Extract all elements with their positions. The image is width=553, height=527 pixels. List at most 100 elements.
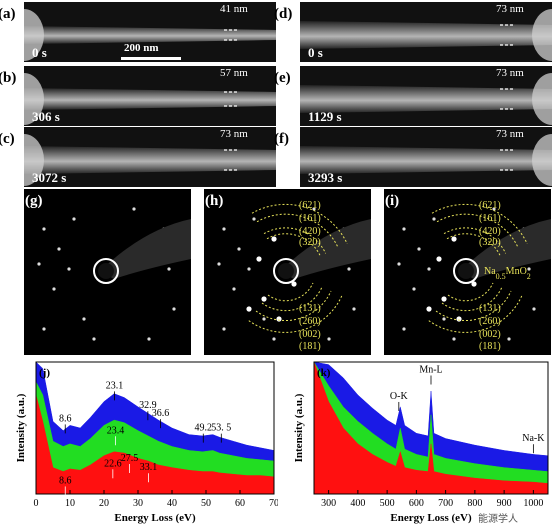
diffraction-spot: [262, 317, 266, 321]
panel-label: (g): [25, 193, 43, 209]
panel-label: (i): [385, 193, 400, 209]
peak-annotation: 23.1: [106, 380, 124, 391]
chart-svg: 0 10 20 30 40 50 60 70 Energy Loss (eV) Intensity…: [15, 361, 278, 524]
nanowire: [300, 21, 552, 49]
diffraction-pattern: (621) (161) (420) (320) (131) (260) (002) (181)…: [384, 189, 551, 355]
ring-index-label: (131): [479, 303, 501, 314]
x-tick-label: 50: [201, 498, 211, 509]
x-tick-label: 30: [133, 498, 143, 509]
nanowire: [300, 146, 552, 174]
diffraction-spot: [412, 287, 416, 291]
diffraction-spot: [436, 256, 442, 262]
x-axis-title: Energy Loss (eV): [114, 512, 196, 524]
nanowire: [300, 85, 552, 113]
ring-index-label: (002): [479, 329, 501, 340]
x-tick-label: 10: [65, 498, 75, 509]
peak-annotation: 8.6: [59, 413, 72, 424]
ring-index-label: (320): [299, 237, 321, 248]
width-label: 41 nm: [220, 3, 248, 15]
nanowire-image: [24, 73, 276, 125]
width-label: 73 nm: [220, 128, 248, 140]
diffraction-spot: [426, 306, 432, 312]
nanowire: [24, 88, 276, 110]
width-label: 57 nm: [220, 67, 248, 79]
peak-annotation: O-K: [390, 391, 409, 402]
panel-label: (a): [0, 6, 16, 22]
diffraction-spot: [432, 217, 436, 221]
diffraction-spot: [441, 296, 447, 302]
time-stamp: 306 s: [32, 109, 60, 124]
peak-annotation: Na-K: [522, 433, 545, 444]
x-tick-label: 20: [99, 498, 109, 509]
diffraction-spot: [402, 227, 406, 231]
diffraction-svg: (621) (161) (420)(320) (131) (260) (002)(181): [217, 200, 371, 352]
diffraction-spot: [427, 267, 431, 271]
time-stamp: 3072 s: [32, 170, 67, 185]
nanowire-image: [300, 134, 552, 186]
panel-label: (j): [39, 367, 50, 379]
diffraction-spot: [246, 306, 252, 312]
panel-label: (f): [274, 131, 289, 147]
diffraction-spot: [237, 247, 241, 251]
peak-annotation: 22.6: [104, 458, 122, 469]
time-stamp: 0 s: [32, 45, 47, 60]
diffraction-spot: [72, 217, 76, 221]
time-stamp: 1129 s: [308, 109, 342, 124]
peak-annotation: 27.5: [121, 453, 139, 464]
ring-index-label: (621): [299, 200, 321, 211]
diffraction-pattern: [24, 189, 191, 355]
x-tick-label: 70: [269, 498, 278, 509]
x-tick-label: 600: [409, 498, 424, 509]
panel-label: (d): [274, 6, 293, 22]
peak-annotation: 23.4: [107, 425, 125, 436]
diffraction-spot: [442, 317, 446, 321]
diffraction-spot: [247, 267, 251, 271]
x-tick-label: 300: [321, 498, 336, 509]
diffraction-spot: [272, 337, 276, 341]
diffraction-spot: [291, 281, 297, 287]
x-tick-label: 0: [34, 498, 39, 509]
ring-index-label: (621): [479, 200, 501, 211]
ring-index-label: (260): [479, 316, 501, 327]
x-tick-label: 900: [497, 498, 512, 509]
eels-chart: 300 400 500 600 700 800 900 1000 Energy Loss (eV…: [278, 357, 553, 525]
diffraction-spot: [397, 262, 401, 266]
series-area: [35, 394, 275, 495]
x-tick-label: 60: [235, 498, 245, 509]
diffraction-spot: [82, 317, 86, 321]
diffraction-spot: [232, 287, 236, 291]
plot-frame: [313, 361, 549, 495]
diffraction-spot: [52, 287, 56, 291]
ring-index-label: (420): [299, 226, 321, 237]
tem-image: [24, 66, 276, 126]
diffraction-spot: [167, 267, 171, 271]
diffraction-svg: (621) (161) (420)(320) (131) (260) (002)(181)…: [397, 200, 551, 352]
peak-annotation: 53. 5: [211, 423, 231, 434]
diffraction-spot: [57, 247, 61, 251]
scale-bar: [121, 57, 181, 60]
x-tick-label: 700: [438, 498, 453, 509]
ring-index-label: (002): [299, 329, 321, 340]
width-label: 73 nm: [496, 67, 524, 79]
ring-index-label: (420): [479, 226, 501, 237]
peak-annotation: Mn-L: [419, 365, 442, 376]
width-label: 73 nm: [496, 128, 524, 140]
diffraction-spot: [276, 316, 282, 322]
diffraction-spot: [222, 327, 226, 331]
ring-arc: [255, 290, 332, 322]
plot-frame: [35, 361, 275, 495]
panel-label: (b): [0, 70, 17, 86]
panel-label: (k): [317, 367, 331, 379]
diffraction-svg: [37, 207, 191, 341]
diffraction-spot: [492, 207, 496, 211]
ring-arc: [248, 295, 343, 333]
time-stamp: 3293 s: [308, 170, 343, 185]
phase-label: Na0.5MnO2: [484, 266, 531, 281]
diffraction-spot: [42, 227, 46, 231]
diffraction-spot: [312, 207, 316, 211]
x-axis-title: Energy Loss (eV): [390, 512, 472, 524]
diffraction-spot: [352, 307, 356, 311]
tem-image: [300, 2, 552, 62]
nanowire-image: [24, 9, 276, 61]
diffraction-spot: [132, 207, 136, 211]
